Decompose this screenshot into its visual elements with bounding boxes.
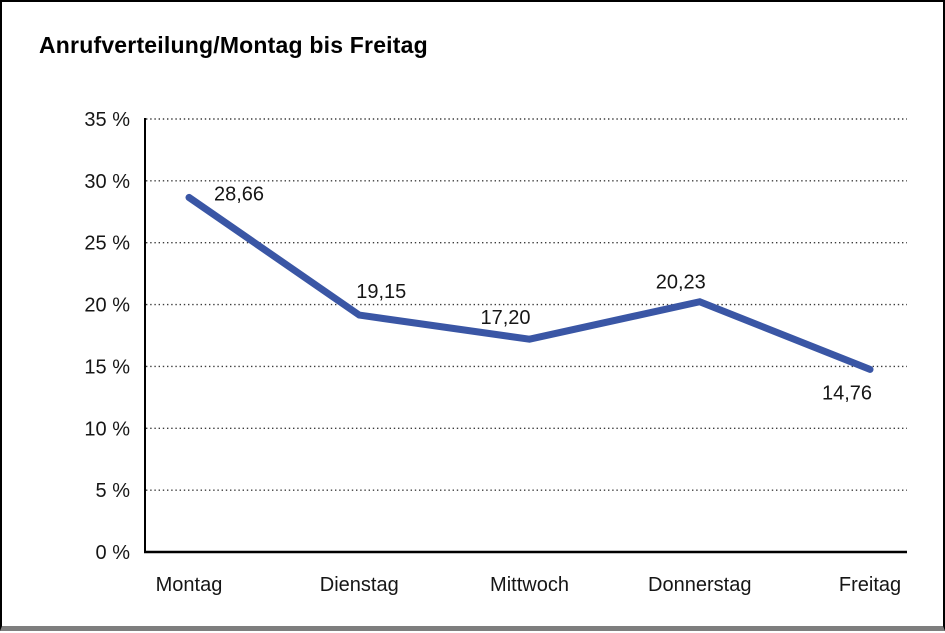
y-tick-label: 0 %	[96, 542, 131, 564]
y-tick-label: 35 %	[84, 109, 130, 131]
y-tick-label: 25 %	[84, 233, 130, 255]
data-point-label: 28,66	[214, 183, 264, 205]
labels-group: 0 % 5 % 10 % 15 % 20 % 25 % 30 % 35 % Montag Dien…	[84, 109, 901, 596]
data-line	[185, 193, 874, 373]
y-tick-label: 20 %	[84, 295, 130, 317]
axes-group	[144, 118, 907, 554]
y-tick-label: 15 %	[84, 356, 130, 378]
data-point-label: 20,23	[656, 272, 706, 294]
y-tick-label: 10 %	[84, 418, 130, 440]
data-point-label: 19,15	[356, 281, 406, 303]
x-category-label: Montag	[156, 574, 223, 596]
data-point-label: 14,76	[822, 382, 872, 404]
x-category-label: Dienstag	[320, 574, 399, 596]
x-category-label: Mittwoch	[490, 574, 569, 596]
data-point-label: 17,20	[481, 307, 531, 329]
chart-title: Anrufverteilung/Montag bis Freitag	[39, 32, 428, 58]
y-tick-label: 5 %	[96, 480, 131, 502]
data-series-group	[185, 193, 874, 373]
gridlines-group	[146, 118, 907, 491]
y-tick-label: 30 %	[84, 171, 130, 193]
x-category-label: Donnerstag	[648, 574, 751, 596]
x-category-label: Freitag	[839, 574, 901, 596]
